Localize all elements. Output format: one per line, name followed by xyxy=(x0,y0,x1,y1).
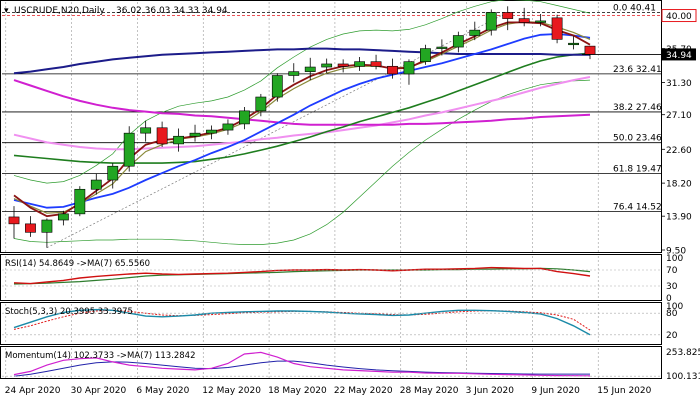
price-tick-label: 22.60 xyxy=(666,146,692,156)
momentum-label: Momentum(14) 102.3733 ->MA(7) 113.2842 xyxy=(5,351,195,361)
candle-body xyxy=(584,45,596,55)
stoch-k-line xyxy=(13,308,591,336)
price-tick-label: 13.90 xyxy=(666,213,692,223)
rsi-tick-label: 100 xyxy=(666,254,683,264)
rsi-panel xyxy=(0,254,662,301)
date-label: 30 Apr 2020 xyxy=(71,386,127,396)
rsi-tick-label: 70 xyxy=(666,266,678,276)
rsi-tick-label: 0 xyxy=(666,294,672,304)
candle-body xyxy=(354,61,366,67)
candle-body xyxy=(502,12,514,19)
candle-body xyxy=(452,35,464,48)
bollinger-upper-line xyxy=(13,0,591,184)
candle-body xyxy=(41,219,53,233)
candle-body xyxy=(189,132,201,137)
stoch-tick-label: 20 xyxy=(666,331,678,341)
candle-body xyxy=(206,129,217,134)
magenta-ma-line xyxy=(13,79,591,126)
date-label: 28 May 2020 xyxy=(400,386,459,396)
momentum-tick-label: 100.1317 xyxy=(666,372,700,382)
candle-body xyxy=(403,61,415,75)
candle-body xyxy=(551,17,563,40)
candle-body xyxy=(370,61,382,67)
ohlc-header: 36.02 36.03 34.33 34.94 xyxy=(116,6,228,16)
fibonacci-levels: 0.0 40.41 23.6 32.41 38.2 27.46 50.0 23.46 6… xyxy=(2,3,662,249)
fib-level-label: 76.4 14.52 xyxy=(613,202,662,212)
candle-body xyxy=(255,96,267,112)
dark-blue-ma-line xyxy=(13,47,590,75)
main-price-panel xyxy=(0,0,662,253)
candle-body xyxy=(8,216,20,225)
candle-body xyxy=(436,46,448,49)
price-tick-label: 31.30 xyxy=(666,79,692,89)
candle-body xyxy=(57,213,69,221)
candle-body xyxy=(568,42,579,46)
fib-level-label: 38.2 27.46 xyxy=(613,103,662,113)
candle-body xyxy=(271,75,283,98)
date-label: 6 May 2020 xyxy=(136,386,189,396)
price-tick-label: 27.10 xyxy=(666,111,692,121)
price-tick-label: 9.50 xyxy=(666,247,686,257)
current-price-label: 34.94 xyxy=(666,51,692,61)
fib-level-label: 23.6 32.41 xyxy=(613,65,662,75)
candle-body xyxy=(288,71,300,76)
fib-level-label: 50.0 23.46 xyxy=(613,134,662,144)
candle-body xyxy=(222,123,234,131)
date-label: 22 May 2020 xyxy=(334,386,393,396)
momentum-line xyxy=(13,351,591,377)
alert-price-marker xyxy=(661,9,697,23)
date-label: 15 Jun 2020 xyxy=(597,386,651,396)
fib-level-label: 61.8 19.47 xyxy=(613,164,662,174)
stoch-label: Stoch(5,3,3) 20.3995 33.3975 xyxy=(5,307,133,317)
rsi-tick-label: 30 xyxy=(666,282,678,292)
candle-body xyxy=(337,63,349,67)
date-label: 12 May 2020 xyxy=(202,386,261,396)
date-label: 9 Jun 2020 xyxy=(531,386,580,396)
momentum-ma-line xyxy=(13,360,590,377)
chart-symbol-icon: ▾ xyxy=(4,6,9,16)
candle-body xyxy=(518,18,530,23)
candle-body xyxy=(156,127,168,145)
price-tick-label: 18.20 xyxy=(666,180,692,190)
momentum-tick-label: 253.8259 xyxy=(666,348,700,358)
candle-body xyxy=(238,110,250,125)
date-label: 24 Apr 2020 xyxy=(5,386,61,396)
grid-layer xyxy=(5,2,599,378)
chart-title: USCRUDE,N20,Daily xyxy=(14,6,105,16)
momentum-panel xyxy=(0,346,662,379)
stoch-panel xyxy=(0,302,662,345)
date-label: 18 May 2020 xyxy=(268,386,327,396)
rsi-ma-line xyxy=(13,267,591,285)
candle-body xyxy=(90,179,102,190)
candle-body xyxy=(140,127,152,134)
candle-body xyxy=(469,29,481,36)
date-axis: 24 Apr 2020 30 Apr 2020 6 May 2020 12 May 2… xyxy=(5,386,652,396)
candle-body xyxy=(387,65,398,75)
green-ma-line xyxy=(13,52,591,164)
pink-ma-line xyxy=(13,76,591,151)
stoch-tick-label: 80 xyxy=(666,309,678,319)
price-axis: 40.0035.7034.9431.3027.1022.6018.2013.90… xyxy=(582,9,697,257)
candle-body xyxy=(304,66,316,72)
candle-body xyxy=(321,63,333,68)
candle-body xyxy=(123,132,135,167)
fib-level-label: 0.0 40.41 xyxy=(613,3,656,13)
candle-body xyxy=(485,12,497,31)
candle-body xyxy=(74,188,86,215)
blue-ma-line xyxy=(13,33,591,209)
rsi-label: RSI(14) 54.8649 ->MA(7) 65.5560 xyxy=(5,259,150,269)
stoch-tick-label: 100 xyxy=(666,302,683,312)
alert-price-label: 40.00 xyxy=(666,12,692,22)
candlesticks xyxy=(8,6,596,248)
current-price-marker xyxy=(662,48,696,61)
candle-body xyxy=(107,165,119,181)
candle-body xyxy=(420,48,431,62)
candle-body xyxy=(535,20,547,23)
date-label: 3 Jun 2020 xyxy=(466,386,515,396)
candle-body xyxy=(173,135,184,145)
candle-body xyxy=(25,223,36,233)
